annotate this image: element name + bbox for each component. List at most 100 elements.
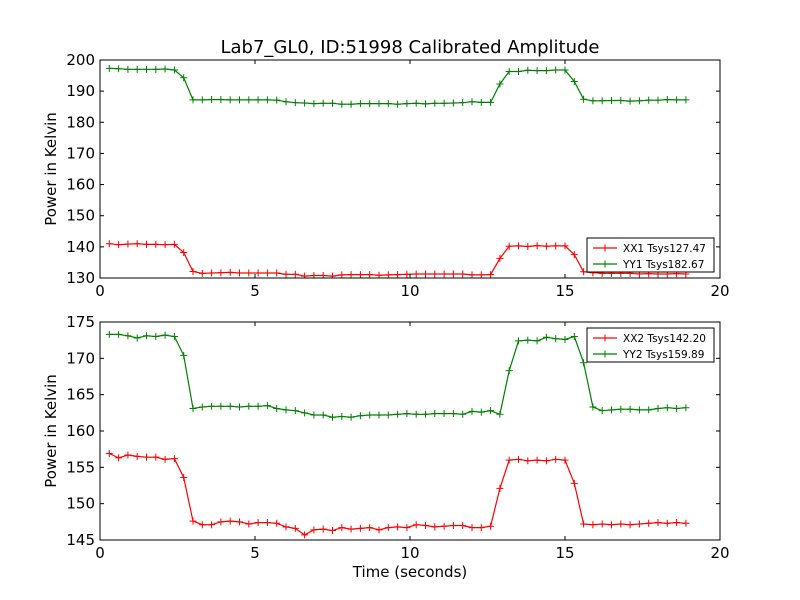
data-point [245, 96, 253, 104]
data-point [208, 402, 216, 410]
data-point [254, 519, 262, 527]
data-point [394, 410, 402, 418]
data-point [552, 242, 560, 250]
y-tick-label: 155 [66, 458, 95, 476]
data-point [180, 474, 188, 482]
data-point [542, 67, 550, 75]
data-point [412, 99, 420, 107]
y-tick-label: 150 [66, 495, 95, 513]
data-point [468, 524, 476, 532]
data-point [477, 408, 485, 416]
y-tick-label: 165 [66, 386, 95, 404]
legend-entry: XX2 Tsys142.20 [593, 333, 706, 345]
data-point [124, 332, 132, 340]
data-point [236, 269, 243, 277]
legend-marker [601, 260, 609, 268]
data-point [198, 521, 206, 529]
data-point [552, 455, 560, 463]
data-point [570, 77, 578, 85]
data-point [552, 66, 560, 74]
series-2 [105, 330, 690, 421]
x-tick-label: 5 [250, 544, 260, 562]
data-point [356, 412, 364, 420]
data-point [394, 523, 402, 531]
data-point [161, 65, 169, 73]
data-point [673, 96, 681, 104]
data-point [133, 65, 141, 73]
y-tick-label: 190 [66, 82, 95, 100]
data-point [338, 524, 346, 532]
data-point [542, 333, 550, 341]
data-point [105, 64, 113, 72]
data-point [394, 271, 402, 278]
data-point [105, 330, 113, 338]
data-point [319, 525, 327, 533]
data-point [626, 521, 634, 529]
data-point [422, 100, 429, 108]
series-2 [105, 64, 690, 108]
x-tick-label: 5 [250, 282, 260, 300]
data-point [477, 524, 485, 532]
data-point [338, 100, 346, 108]
data-point [170, 66, 178, 74]
data-point [459, 521, 467, 529]
data-point [496, 410, 504, 418]
data-point [663, 404, 671, 412]
data-point [384, 524, 392, 532]
data-point [663, 96, 671, 104]
data-point [301, 531, 309, 539]
data-point [617, 405, 625, 413]
data-point [375, 526, 383, 534]
data-point [366, 100, 374, 108]
data-point [291, 407, 299, 415]
legend-entry: YY1 Tsys182.67 [593, 259, 704, 271]
figure-xlabel: Time (seconds) [352, 563, 468, 581]
data-point [384, 100, 392, 108]
data-point [570, 479, 578, 487]
data-point [580, 520, 588, 528]
data-point [208, 96, 216, 104]
data-point [682, 519, 690, 527]
data-point [468, 271, 476, 278]
data-point [515, 68, 522, 76]
data-point [366, 524, 374, 532]
y-axis-label: Power in Kelvin [42, 374, 60, 488]
data-point [608, 96, 615, 104]
data-point [422, 521, 429, 529]
data-point [124, 240, 132, 248]
data-point [496, 80, 504, 88]
data-point [189, 404, 197, 412]
data-point [431, 410, 439, 418]
data-point [319, 99, 327, 107]
y-tick-label: 145 [66, 531, 95, 549]
data-point [282, 406, 290, 414]
data-point [440, 270, 448, 278]
data-point [645, 96, 653, 104]
y-tick-label: 130 [66, 269, 95, 287]
data-point [654, 404, 662, 412]
legend-marker [601, 244, 609, 252]
data-point [459, 99, 467, 107]
data-point [496, 484, 504, 492]
data-point [589, 97, 597, 105]
y-tick-label: 140 [66, 238, 95, 256]
data-point [254, 96, 262, 104]
x-tick-label: 10 [400, 544, 419, 562]
data-point [524, 336, 532, 344]
data-point [682, 404, 690, 412]
data-point [449, 270, 457, 278]
data-point [468, 98, 476, 106]
data-point [635, 97, 643, 105]
data-point [542, 457, 550, 465]
data-point [356, 100, 364, 108]
data-point [133, 452, 141, 460]
data-point [301, 272, 309, 278]
data-point [487, 98, 495, 106]
data-point [263, 519, 271, 527]
data-point [143, 65, 150, 73]
data-point [291, 99, 299, 107]
data-point [542, 242, 550, 250]
data-point [440, 99, 448, 107]
data-point [273, 269, 281, 277]
data-point [310, 526, 318, 534]
